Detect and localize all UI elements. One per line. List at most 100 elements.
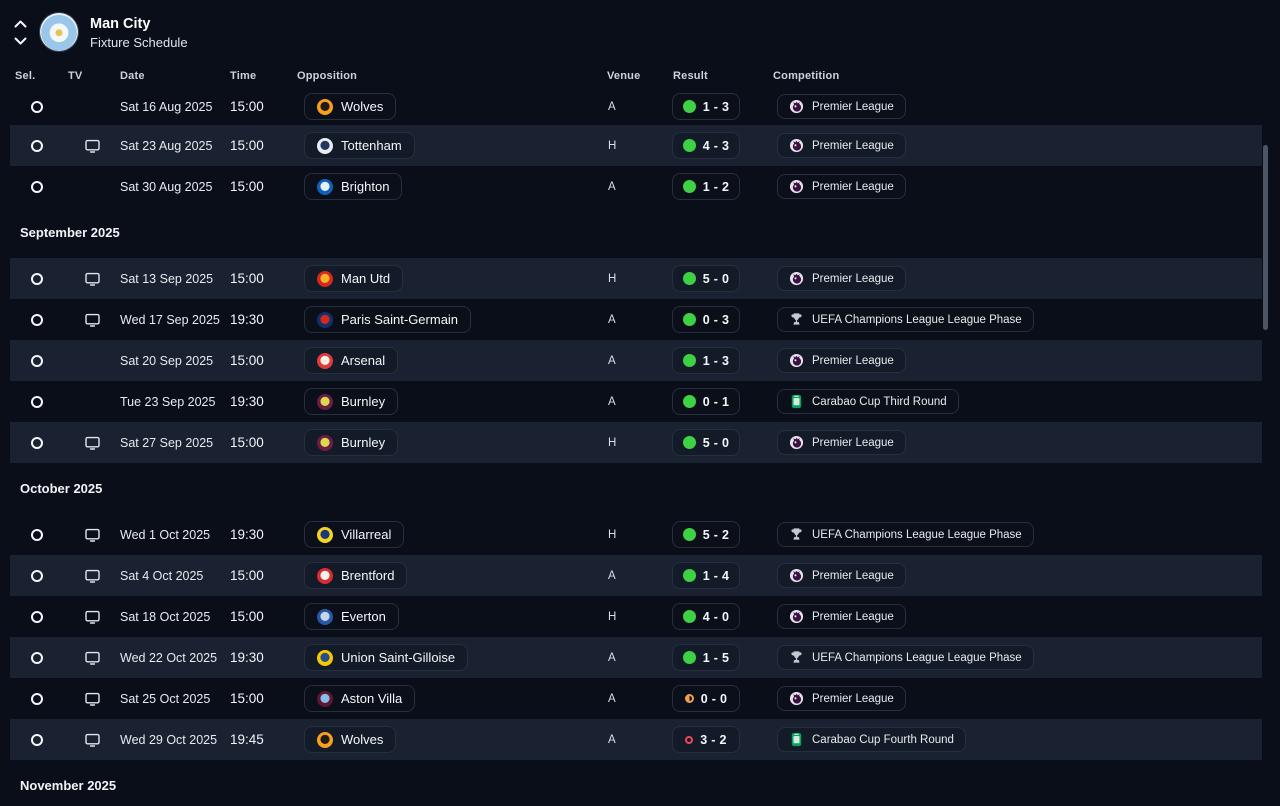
scrollbar-thumb[interactable] <box>1263 145 1268 330</box>
result-button[interactable]: 5 - 0 <box>672 265 740 292</box>
fixture-row[interactable]: Sat 23 Aug 2025 15:00 Tottenham H 4 - 3 <box>10 125 1262 166</box>
opposition-button[interactable]: Burnley <box>304 429 399 456</box>
club-badge-icon <box>317 393 333 410</box>
opposition-name: Man Utd <box>341 271 391 286</box>
opposition-button[interactable]: Villarreal <box>304 521 405 548</box>
opposition-button[interactable]: Tottenham <box>304 132 415 159</box>
competition-name: Premier League <box>812 692 894 705</box>
opposition-button[interactable]: Burnley <box>304 388 399 415</box>
competition-button[interactable]: Premier League <box>777 563 906 588</box>
fixture-row[interactable]: Tue 23 Sep 2025 19:30 Burnley A 0 - 1 <box>10 381 1262 422</box>
opposition-button[interactable]: Arsenal <box>304 347 399 374</box>
opposition-button[interactable]: Man Utd <box>304 265 404 292</box>
result-cell: 1 - 5 <box>666 644 777 671</box>
column-header-opposition: Opposition <box>297 70 358 82</box>
result-button[interactable]: 4 - 0 <box>672 603 740 630</box>
premier-league-lion-icon <box>789 609 804 624</box>
tv-cell <box>64 733 120 747</box>
result-button[interactable]: 1 - 4 <box>672 562 740 589</box>
result-cell: 1 - 3 <box>666 347 777 374</box>
select-radio[interactable] <box>31 436 43 449</box>
result-button[interactable]: 1 - 2 <box>672 173 740 200</box>
opposition-button[interactable]: Wolves <box>304 726 397 753</box>
competition-button[interactable]: Premier League <box>777 430 906 455</box>
page-subtitle: Fixture Schedule <box>90 35 188 50</box>
fixture-row[interactable]: Sat 20 Sep 2025 15:00 Arsenal A 1 - 3 <box>10 340 1262 381</box>
opposition-button[interactable]: Wolves <box>304 93 397 120</box>
select-radio[interactable] <box>31 733 43 746</box>
opposition-button[interactable]: Union Saint-Gilloise <box>304 644 469 671</box>
competition-button[interactable]: Premier League <box>777 348 906 373</box>
result-button[interactable]: 0 - 1 <box>672 388 740 415</box>
fixture-row[interactable]: Sat 16 Aug 2025 15:00 Wolves A 1 - 3 <box>10 88 1262 125</box>
premier-league-lion-icon <box>789 353 804 368</box>
opposition-cell: Tottenham <box>304 132 600 159</box>
club-badge-icon <box>317 690 333 707</box>
opposition-button[interactable]: Everton <box>304 603 399 630</box>
result-button[interactable]: 1 - 3 <box>672 93 740 120</box>
select-radio[interactable] <box>31 692 43 705</box>
result-outcome-icon <box>682 100 696 113</box>
competition-button[interactable]: Carabao Cup Fourth Round <box>777 727 966 752</box>
result-button[interactable]: 1 - 5 <box>672 644 740 671</box>
fixture-row[interactable]: Wed 22 Oct 2025 19:30 Union Saint-Gilloi… <box>10 637 1262 678</box>
result-button[interactable]: 4 - 3 <box>672 132 740 159</box>
opposition-cell: Brighton <box>304 173 600 200</box>
select-radio[interactable] <box>31 180 43 193</box>
select-radio[interactable] <box>31 313 43 326</box>
select-radio[interactable] <box>31 139 43 152</box>
competition-button[interactable]: Premier League <box>777 604 906 629</box>
result-button[interactable]: 5 - 0 <box>672 429 740 456</box>
venue-indicator: A <box>608 733 616 746</box>
result-button[interactable]: 0 - 0 <box>672 685 740 712</box>
fixture-row[interactable]: Sat 18 Oct 2025 15:00 Everton H 4 - 0 <box>10 596 1262 637</box>
fixture-row[interactable]: Sat 4 Oct 2025 15:00 Brentford A 1 - 4 <box>10 555 1262 596</box>
competition-button[interactable]: Premier League <box>777 686 906 711</box>
competition-button[interactable]: UEFA Champions League League Phase <box>777 307 1034 332</box>
result-button[interactable]: 0 - 3 <box>672 306 740 333</box>
select-radio[interactable] <box>31 272 43 285</box>
venue-indicator: H <box>608 436 617 449</box>
select-radio[interactable] <box>31 528 43 541</box>
select-cell <box>10 272 64 285</box>
fixture-row[interactable]: Wed 29 Oct 2025 19:45 Wolves A 3 - 2 <box>10 719 1262 760</box>
competition-name: UEFA Champions League League Phase <box>812 651 1022 664</box>
opposition-button[interactable]: Aston Villa <box>304 685 416 712</box>
select-radio[interactable] <box>31 651 43 664</box>
select-radio[interactable] <box>31 569 43 582</box>
fixture-row[interactable]: Sat 13 Sep 2025 15:00 Man Utd H 5 - 0 <box>10 258 1262 299</box>
competition-button[interactable]: UEFA Champions League League Phase <box>777 645 1034 670</box>
select-radio[interactable] <box>31 395 43 408</box>
result-button[interactable]: 1 - 3 <box>672 347 740 374</box>
result-button[interactable]: 3 - 2 <box>672 726 740 753</box>
team-prev-button[interactable] <box>14 20 27 28</box>
fixture-row[interactable]: Sat 30 Aug 2025 15:00 Brighton A 1 - 2 <box>10 166 1262 207</box>
competition-button[interactable]: Premier League <box>777 266 906 291</box>
competition-button[interactable]: Premier League <box>777 133 906 158</box>
result-outcome-icon <box>682 180 696 193</box>
competition-button[interactable]: Carabao Cup Third Round <box>777 389 959 414</box>
select-radio[interactable] <box>31 610 43 623</box>
opposition-button[interactable]: Paris Saint-Germain <box>304 306 472 333</box>
competition-name: Premier League <box>812 100 894 113</box>
select-cell <box>10 733 64 746</box>
fixture-date: Sat 20 Sep 2025 <box>120 353 214 368</box>
result-cell: 3 - 2 <box>666 726 777 753</box>
select-radio[interactable] <box>31 100 43 113</box>
competition-button[interactable]: Premier League <box>777 174 906 199</box>
tv-cell <box>64 180 120 194</box>
column-header-time: Time <box>230 70 257 82</box>
fixture-row[interactable]: Sat 25 Oct 2025 15:00 Aston Villa A 0 - … <box>10 678 1262 719</box>
select-radio[interactable] <box>31 354 43 367</box>
fixture-row[interactable]: Wed 1 Oct 2025 19:30 Villarreal H 5 - 2 <box>10 514 1262 555</box>
competition-button[interactable]: UEFA Champions League League Phase <box>777 522 1034 547</box>
fixture-row[interactable]: Sat 27 Sep 2025 15:00 Burnley H 5 - 0 <box>10 422 1262 463</box>
tv-icon <box>84 569 100 583</box>
opposition-button[interactable]: Brentford <box>304 562 408 589</box>
carabao-cup-icon <box>791 394 802 409</box>
team-next-button[interactable] <box>14 37 27 45</box>
fixture-row[interactable]: Wed 17 Sep 2025 19:30 Paris Saint-Germai… <box>10 299 1262 340</box>
opposition-button[interactable]: Brighton <box>304 173 403 200</box>
competition-button[interactable]: Premier League <box>777 94 906 119</box>
result-button[interactable]: 5 - 2 <box>672 521 740 548</box>
